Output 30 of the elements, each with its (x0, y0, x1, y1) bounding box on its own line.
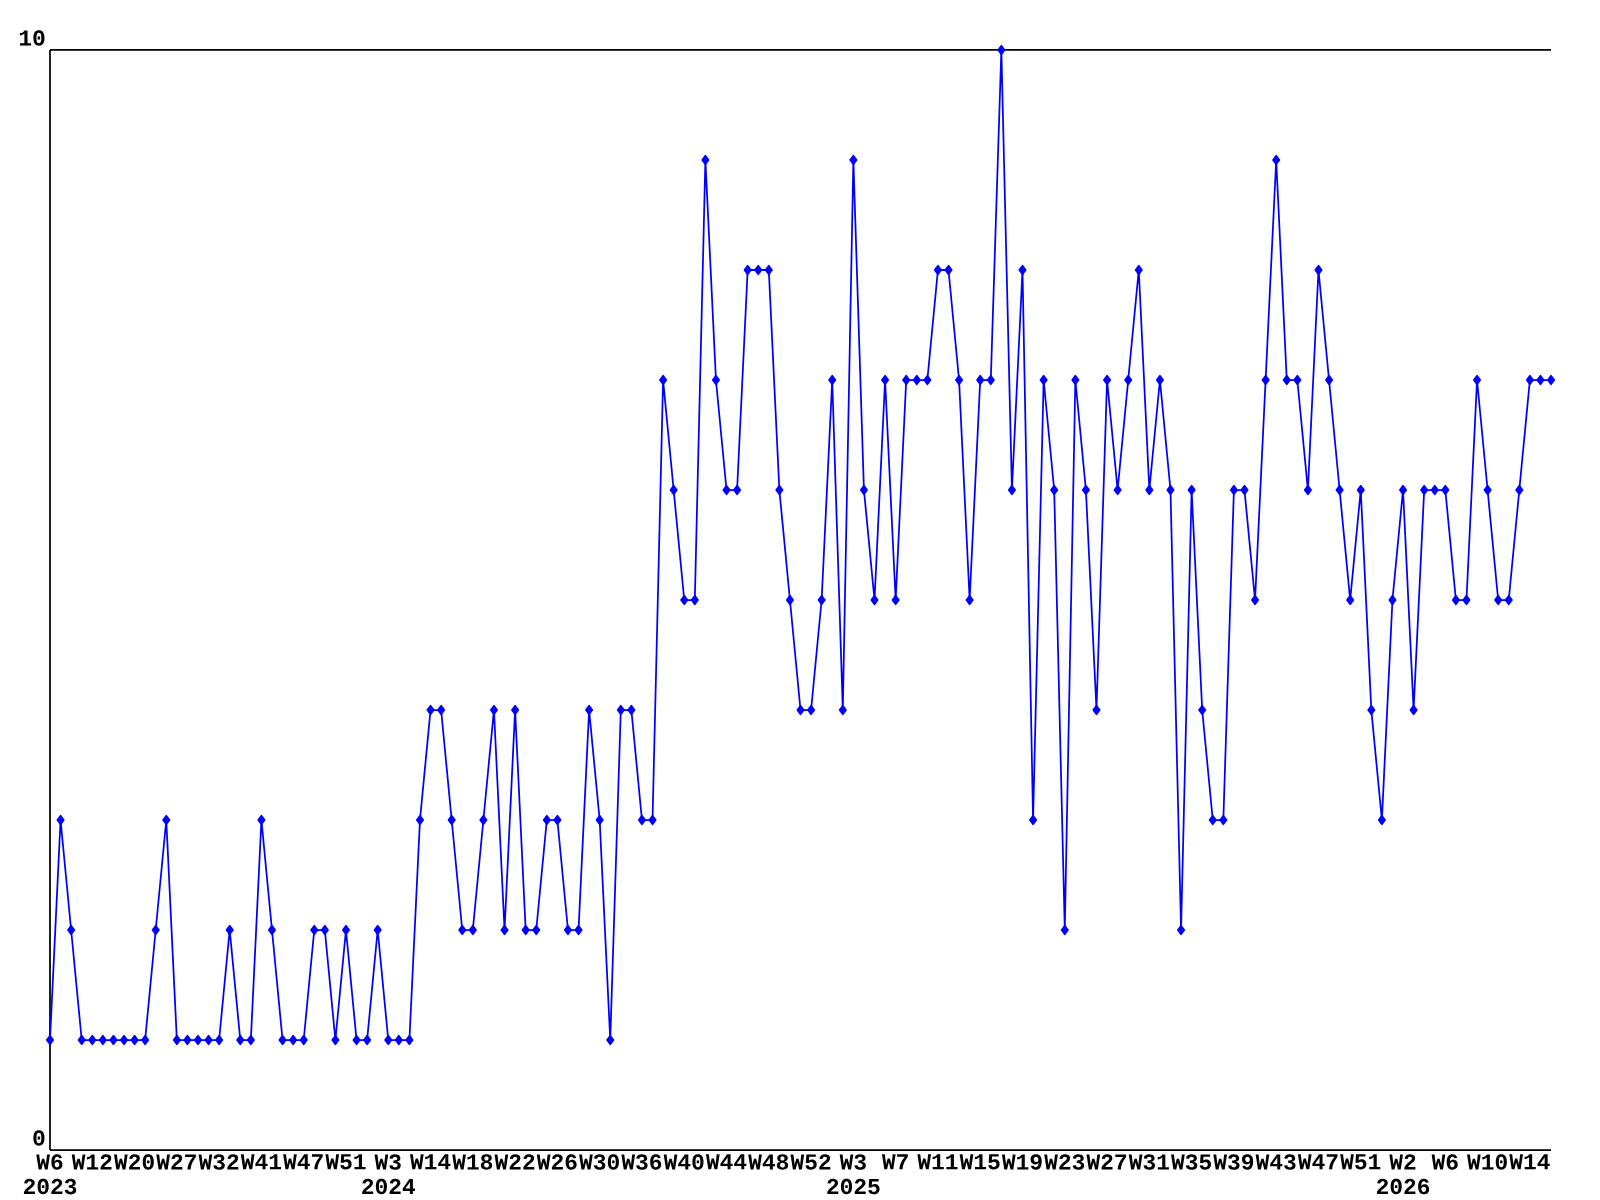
x-tick-label: W18 (452, 1154, 493, 1170)
x-tick-label: W40 (663, 1154, 704, 1170)
x-tick-label: W15 (959, 1154, 1000, 1170)
x-tick-label: W32 (198, 1154, 239, 1170)
x-tick-label: W31 (1128, 1154, 1169, 1170)
x-tick-label: W14 (1509, 1154, 1550, 1170)
x-tick-label: W30 (579, 1154, 619, 1170)
x-tick-label: W10 (1467, 1154, 1507, 1170)
x-tick-label: W19 (1001, 1154, 1042, 1170)
y-tick-label: 0 (33, 1130, 45, 1146)
x-tick-label: W27 (156, 1154, 196, 1170)
x-tick-label: W26 (536, 1154, 577, 1170)
x-tick-label: W41 (240, 1154, 281, 1170)
x-tick-label: W48 (748, 1154, 789, 1170)
x-tick-label: W47 (1297, 1154, 1338, 1170)
x-tick-label: W47 (283, 1154, 323, 1170)
y-tick-label: 10 (19, 30, 45, 46)
x-tick-label: W20 (114, 1154, 154, 1170)
x-tick-label: W7 (881, 1154, 908, 1170)
x-tick-label: W35 (1171, 1154, 1211, 1170)
x-tick-label: W22 (494, 1154, 535, 1170)
x-tick-label: W27 (1086, 1154, 1127, 1170)
x-tick-label: W11 (917, 1154, 958, 1170)
x-tick-label: W44 (705, 1154, 747, 1170)
x-tick-label: W43 (1255, 1154, 1296, 1170)
x-tick-label: W36 (621, 1154, 662, 1170)
x-tick-label: W6 (1431, 1154, 1458, 1170)
x-tick-label: W14 (409, 1154, 451, 1170)
x-tick-label: W39 (1213, 1154, 1254, 1170)
x-tick-label: W23 (1044, 1154, 1085, 1170)
